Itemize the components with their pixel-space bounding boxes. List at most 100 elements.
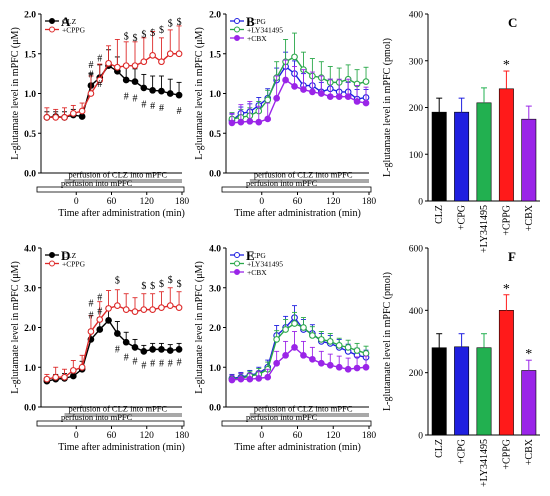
x-tick-label: 180 [175, 197, 190, 207]
legend-marker [234, 269, 240, 275]
data-point [105, 305, 112, 312]
data-point [273, 359, 280, 367]
panel-F: F 0 200 400 600 L-glutamate level in mPFC (pm… [382, 245, 540, 487]
data-point [344, 344, 352, 351]
bar [431, 347, 447, 436]
data-point [326, 361, 334, 369]
y-tick-label: 0.5 [24, 130, 36, 140]
dollar-annotation: $ [159, 279, 164, 290]
perfusion-bar-label: perfusion into mPFC [246, 178, 318, 188]
data-point [78, 363, 86, 371]
data-point [52, 373, 60, 381]
data-point [105, 59, 112, 67]
hash-annotation: # [159, 103, 164, 114]
x-tick-label: 0 [259, 197, 264, 207]
data-point [131, 62, 139, 70]
y-tick-label: 0.0 [209, 170, 221, 180]
perfusion-bar-label: perfusion of CLZ into mPFC [69, 404, 168, 414]
data-point [43, 113, 51, 121]
x-tick-label: 0 [259, 431, 264, 441]
data-point [114, 330, 121, 337]
series-line [46, 319, 180, 382]
data-point [282, 76, 289, 84]
legend-label: +CBX [247, 34, 267, 43]
y-axis-label: L-glutamate level in mPFC (pmol) [382, 272, 393, 411]
bar [476, 347, 492, 436]
legend-marker [234, 26, 240, 33]
data-point [228, 376, 236, 384]
x-tick-label: 120 [326, 197, 341, 207]
panel-label: B [246, 14, 255, 29]
data-point [166, 347, 174, 354]
y-tick-label: 1.0 [209, 364, 221, 374]
data-point [300, 86, 307, 93]
data-point [291, 344, 298, 351]
perfusion-bar [249, 413, 369, 417]
y-axis-label: L-glutamate level in mPFC (μM) [10, 261, 21, 394]
hash-annotation: # [88, 60, 93, 71]
data-point [69, 367, 77, 374]
series-cppg [43, 25, 183, 121]
bar [476, 102, 492, 202]
series-line [46, 53, 180, 119]
panel-A: A 0.0 0.5 1.0 1.5 2.0L-glutamate level in mPF… [10, 11, 189, 220]
category-label: +CPPG [501, 439, 512, 470]
legend-label: +CBX [247, 268, 267, 277]
data-point [309, 88, 316, 96]
series-line [231, 65, 367, 122]
perfusion-bar [36, 420, 185, 427]
panel-C: C 0 100 200 300 400 L-glutamate level in mPFC … [382, 11, 540, 253]
y-tick-label: 1.0 [24, 90, 36, 100]
data-point [300, 351, 307, 359]
data-point [105, 316, 112, 324]
data-point [246, 375, 254, 383]
panel-label: F [508, 249, 516, 264]
data-point [237, 375, 245, 383]
hash-annotation: # [115, 344, 120, 355]
legend-label: +LY341495 [247, 26, 283, 35]
data-point [96, 316, 104, 323]
x-tick-label: 120 [140, 431, 155, 441]
perfusion-bar-label: perfusion into mPFC [61, 412, 133, 422]
y-tick-label: 0.0 [209, 404, 221, 414]
data-point [175, 346, 183, 353]
hash-annotation: # [133, 356, 138, 367]
perfusion-bar-label: perfusion of CLZ into mPFC [69, 170, 168, 180]
data-point [326, 93, 334, 101]
hash-annotation: # [97, 293, 102, 304]
x-axis-label: Time after administration (min) [234, 208, 361, 219]
x-tick-label: 180 [362, 431, 377, 441]
data-point [353, 98, 361, 105]
y-tick-label: 2.0 [24, 11, 36, 21]
data-point [114, 302, 121, 309]
y-axis-label: L-glutamate level in mPFC (μM) [194, 261, 205, 394]
data-point [175, 91, 183, 99]
data-point [61, 373, 68, 381]
data-point [140, 348, 148, 355]
data-point [273, 94, 280, 102]
significance-star: * [503, 58, 510, 73]
y-tick-label: 1.5 [209, 50, 221, 60]
data-point [255, 375, 263, 382]
data-point [122, 62, 130, 70]
x-tick-label: 60 [107, 197, 117, 207]
hash-annotation: # [141, 100, 146, 111]
data-point [335, 363, 343, 371]
series-line [231, 56, 367, 120]
dollar-annotation: $ [177, 17, 182, 28]
perfusion-bar-label: perfusion of CLZ into mPFC [254, 170, 353, 180]
data-point [353, 364, 361, 372]
y-tick-label: 1.0 [24, 364, 36, 374]
data-point [131, 344, 139, 351]
bar [454, 346, 470, 436]
hash-annotation: # [177, 106, 182, 117]
y-tick-label: 1.5 [24, 50, 36, 60]
data-point [326, 338, 334, 345]
hash-annotation: # [97, 54, 102, 65]
perfusion-bar [221, 420, 372, 427]
panel-label: D [61, 248, 70, 263]
category-label: CLZ [434, 439, 445, 458]
series-cbx [228, 331, 370, 384]
data-point [122, 338, 130, 346]
